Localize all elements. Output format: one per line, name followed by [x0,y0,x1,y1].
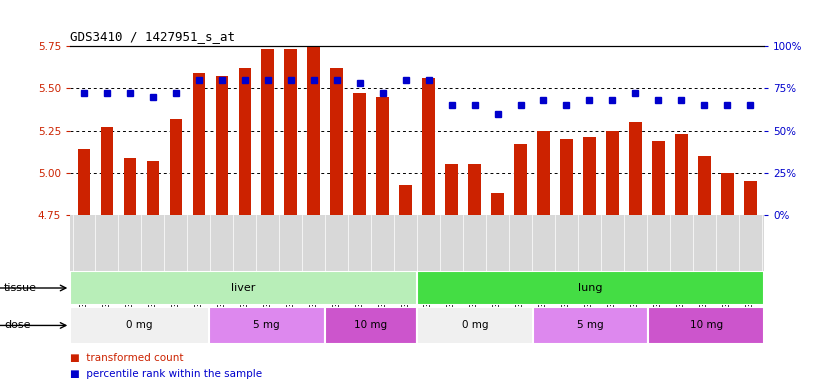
Bar [377,97,389,215]
Bar [698,156,710,215]
Bar [675,134,688,215]
Text: 5 mg: 5 mg [254,320,280,331]
Text: dose: dose [4,320,31,331]
Bar [583,137,596,215]
Bar [417,271,764,305]
Bar [146,161,159,215]
Text: liver: liver [231,283,256,293]
Bar [354,93,366,215]
Text: ■  transformed count: ■ transformed count [70,353,183,363]
Text: 10 mg: 10 mg [354,320,387,331]
Bar [101,127,113,215]
Bar [468,164,481,215]
Bar [239,68,251,215]
Bar [216,76,228,215]
Bar [70,271,417,305]
Bar [606,131,619,215]
Bar [70,307,209,344]
Bar [262,50,274,215]
Bar [169,119,183,215]
Text: ■  percentile rank within the sample: ■ percentile rank within the sample [70,369,263,379]
Bar [330,68,343,215]
Bar [445,164,458,215]
Bar [721,173,733,215]
Text: 5 mg: 5 mg [577,320,604,331]
Bar [652,141,665,215]
Bar [78,149,90,215]
Bar [307,46,320,215]
Bar [629,122,642,215]
Text: tissue: tissue [4,283,37,293]
Bar [560,139,572,215]
Bar [648,307,764,344]
Bar [537,131,550,215]
Text: lung: lung [578,283,603,293]
Bar [515,144,527,215]
Text: 10 mg: 10 mg [690,320,723,331]
Bar [422,78,435,215]
Bar [744,181,757,215]
Bar [491,193,504,215]
Bar [209,307,325,344]
Bar [284,50,297,215]
Text: GDS3410 / 1427951_s_at: GDS3410 / 1427951_s_at [70,30,235,43]
Bar [124,157,136,215]
Bar [417,307,533,344]
Text: 0 mg: 0 mg [126,320,153,331]
Bar [533,307,648,344]
Text: 0 mg: 0 mg [462,320,488,331]
Bar [325,307,417,344]
Bar [192,73,205,215]
Bar [399,185,412,215]
